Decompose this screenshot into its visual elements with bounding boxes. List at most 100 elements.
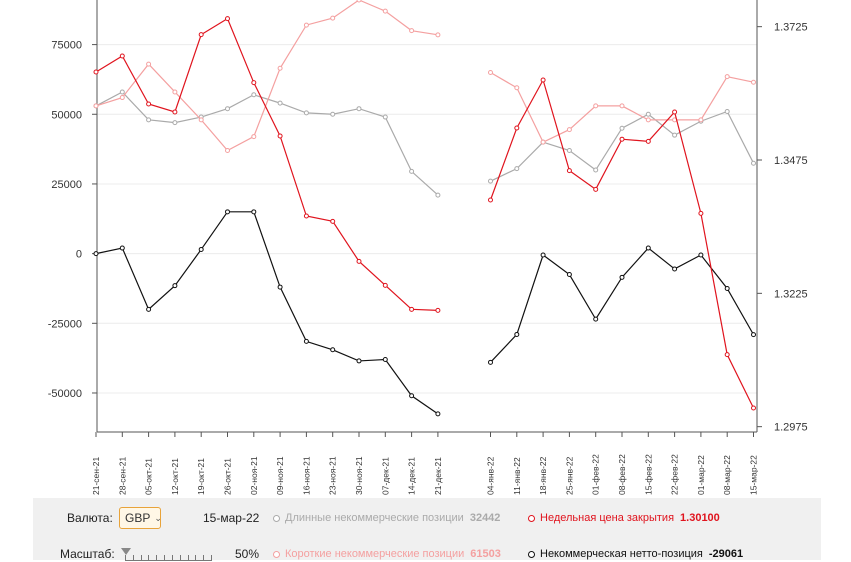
series-0 [93,89,756,198]
data-point [672,109,678,115]
right-tick-label: 1.3725 [774,22,808,34]
data-point [172,120,178,126]
legend-short-dot [273,550,280,558]
x-tick-label: 21-дек-21 [433,457,443,495]
data-point [751,405,756,411]
slider-tick [179,555,181,561]
data-point [251,92,257,98]
data-point [303,213,309,219]
data-point [540,77,546,83]
data-point [488,178,493,184]
slider-thumb[interactable] [121,548,131,555]
x-tick-label: 22-фев-22 [670,454,680,495]
data-point [172,109,178,115]
x-tick-label: 09-ноя-21 [275,456,285,495]
legend-net-position[interactable]: Некоммерческая нетто-позиция -29061 [528,548,743,560]
legend-close-label: Недельная цена закрытия [540,512,675,524]
right-tick-label: 1.2975 [774,422,808,434]
legend-short-positions[interactable]: Короткие некоммерческие позиции 61503 [273,548,501,560]
series-line [95,0,438,152]
series-line [95,211,439,415]
data-point [566,148,572,154]
data-point [251,209,257,215]
x-tick-label: 08-мар-22 [722,455,732,495]
data-point [303,22,309,28]
legend-net-dot [528,550,535,558]
data-point [119,53,125,59]
data-point [277,65,283,71]
slider-tick [203,555,205,561]
data-point [251,134,257,140]
x-tick-label: 23-ноя-21 [328,456,338,495]
data-point [593,167,599,173]
data-point [435,411,441,417]
legend-weekly-close[interactable]: Недельная цена закрытия 1.30100 [528,512,720,524]
data-point [724,352,730,358]
ticks-layer: 75000 50000 25000 0 -25000 -50000 1.3725 1.3475… [48,22,808,495]
data-point [751,79,756,85]
legend-net-label: Некоммерческая нетто-позиция [540,548,703,560]
x-tick-label: 21-сен-21 [91,456,101,495]
legend-long-dot [273,514,280,522]
data-point [514,125,520,131]
data-point [330,15,336,21]
x-tick-label: 30-ноя-21 [354,456,364,495]
data-point [724,285,730,291]
x-tick-label: 15-мар-22 [749,455,759,495]
currency-label: Валюта: [67,511,113,525]
left-tick-label: -25000 [48,318,82,330]
slider-tick [140,555,142,561]
scale-slider[interactable] [121,548,212,562]
slider-track [125,560,211,561]
data-point [225,16,230,22]
left-tick-label: -50000 [48,388,82,400]
data-point [593,186,599,192]
scale-value: 50% [235,547,260,561]
legend-close-value: 1.30100 [680,512,720,524]
x-tick-label: 19-окт-21 [196,458,206,495]
data-point [409,306,415,312]
data-point [751,160,756,166]
data-point [330,347,336,353]
data-point [645,111,651,117]
data-point [698,210,704,216]
data-point [146,101,152,107]
data-point [566,127,572,133]
x-tick-label: 12-окт-21 [170,458,180,495]
data-point [303,338,309,344]
data-point [619,103,625,109]
data-point [593,103,599,109]
data-point [382,114,388,120]
x-tick-label: 02-ноя-21 [249,456,259,495]
left-tick-label: 0 [76,249,82,261]
left-tick-label: 50000 [51,109,82,121]
data-point [119,95,125,101]
data-point [566,168,572,174]
slider-tick [187,555,189,561]
data-point [645,245,651,251]
data-point [382,282,388,288]
data-point [514,85,520,91]
data-point [225,209,230,215]
series-line [490,247,755,363]
data-point [146,306,152,312]
data-point [724,108,730,114]
x-tick-label: 18-янв-22 [538,456,548,495]
selected-date: 15-мар-22 [203,511,260,525]
data-point [251,80,257,86]
slider-tick [171,555,173,561]
data-point [409,168,415,174]
data-point [435,192,441,198]
series-1 [93,0,756,154]
x-tick-label: 08-фев-22 [617,454,627,495]
x-tick-label: 16-ноя-21 [301,456,311,495]
data-point [619,274,625,280]
x-tick-label: 01-мар-22 [696,455,706,495]
slider-tick [125,555,126,561]
legend-long-positions[interactable]: Длинные некоммерческие позиции 32442 [273,512,500,524]
data-point [409,393,415,399]
currency-select[interactable]: GBP ⌄ [119,507,162,529]
data-point [225,148,230,154]
data-point [488,359,493,365]
legend-long-label: Длинные некоммерческие позиции [285,512,464,524]
